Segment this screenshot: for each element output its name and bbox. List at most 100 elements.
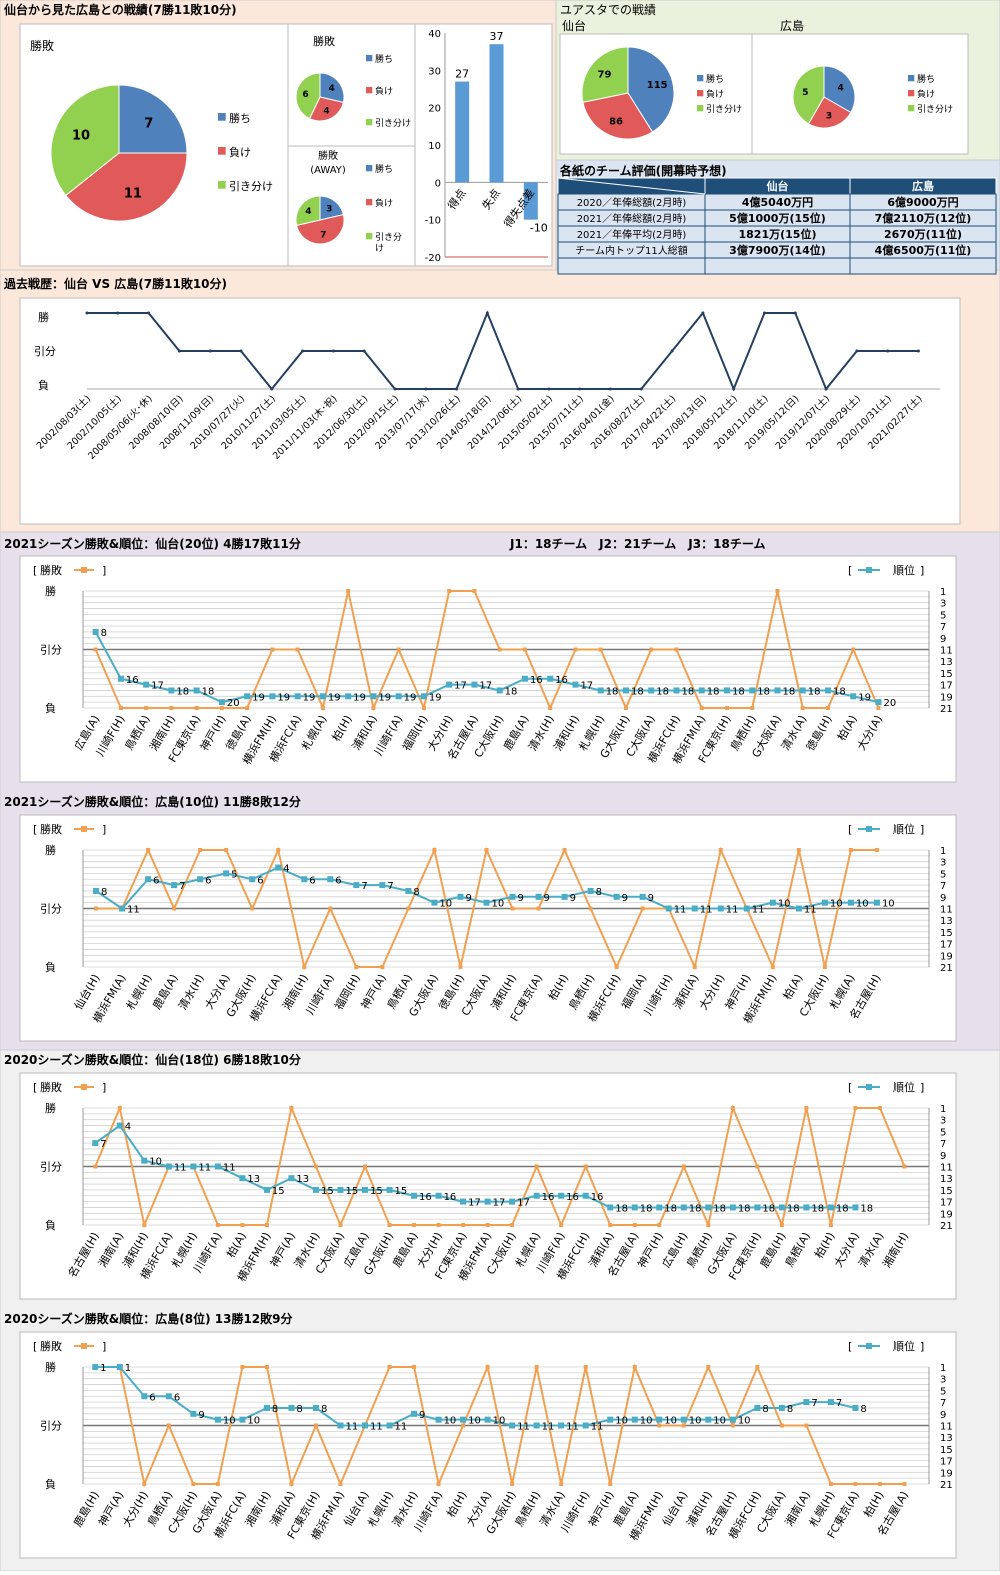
s2020_sendai-rank-tick-19: 19 <box>940 1209 953 1220</box>
s2021_hiroshima-rank-point-15 <box>483 899 490 906</box>
s2021_hiroshima-rank-label-12: 8 <box>413 887 419 898</box>
s2020_hiroshima-result-point-6 <box>240 1365 245 1369</box>
s2021_sendai-result-point-21 <box>623 706 628 710</box>
table-value-0-0: 2020／年俸総額(2月時) <box>577 196 687 209</box>
s2021_hiroshima-rank-point-12 <box>405 887 412 894</box>
s2020_sendai-legend-rank: 順位 <box>893 1080 915 1094</box>
s2021_hiroshima-rank-label-17: 9 <box>544 893 550 904</box>
s2021_sendai-rank-point-12 <box>395 693 402 700</box>
goals-bar-2 <box>523 182 538 220</box>
table-value-0-1: 4億5040万円 <box>742 195 813 209</box>
s2020_hiroshima-rank-label-21: 10 <box>615 1416 628 1427</box>
s2021_hiroshima-rank-tick-19: 19 <box>940 951 953 962</box>
s2020_hiroshima-result-point-18 <box>534 1365 539 1369</box>
s2021_hiroshima-rank-label-26: 10 <box>778 899 791 910</box>
s2021_sendai-result-point-4 <box>194 706 199 710</box>
s2021_hiroshima-result-point-17 <box>536 906 541 911</box>
goals-bar-label-1: 37 <box>490 30 504 43</box>
s2021_sendai-rank-point-19 <box>572 681 579 688</box>
s2020_sendai-result-point-14 <box>436 1223 441 1227</box>
s2020_hiroshima-result-point-15 <box>461 1423 466 1428</box>
s2021_sendai-rank-point-22 <box>648 687 655 694</box>
s2020_hiroshima-rank-label-15: 10 <box>468 1416 481 1427</box>
s2021_hiroshima-rank-label-21: 9 <box>648 893 654 904</box>
s2021_hiroshima-rank-point-9 <box>327 876 334 883</box>
s2020_hiroshima-rank-tick-15: 15 <box>940 1445 953 1456</box>
home-legend-swatch-0 <box>366 55 373 62</box>
s2021_sendai-rank-label-3: 18 <box>176 686 189 697</box>
s2021_sendai-rank-tick-21: 21 <box>940 704 953 715</box>
s2021_hiroshima-result-point-3 <box>172 906 177 911</box>
s2020_sendai-rank-point-24 <box>680 1204 687 1211</box>
s2020_sendai-result-point-10 <box>338 1223 343 1227</box>
s2021_sendai-rank-label-5: 20 <box>227 698 240 709</box>
s2020_sendai-rank-point-20 <box>582 1192 589 1199</box>
s2021_hiroshima-result-point-16 <box>510 906 515 911</box>
s2021_sendai-result-point-22 <box>649 647 654 652</box>
history-point-22 <box>762 311 766 315</box>
yua-sendai-legend-swatch-2 <box>697 105 704 112</box>
s2021_hiroshima-rank-point-20 <box>613 893 620 900</box>
s2020_sendai-rank-point-26 <box>729 1204 736 1211</box>
s2021_hiroshima-legend-result-marker <box>81 826 87 832</box>
goals-ytick-10: 10 <box>428 141 441 152</box>
s2021_sendai-rank-point-5 <box>218 699 225 706</box>
s2021_sendai-rank-label-18: 16 <box>555 675 568 686</box>
away-legend-swatch-1 <box>366 199 373 206</box>
away-slice-1 <box>295 214 345 245</box>
s2021_hiroshima-rank-label-20: 9 <box>622 893 628 904</box>
s2021_sendai-rank-point-17 <box>521 675 528 682</box>
s2020_sendai-rank-label-2: 10 <box>149 1157 162 1168</box>
s2021_sendai-rank-tick-15: 15 <box>940 669 953 680</box>
s2021_sendai-ylabel-lose: 負 <box>45 702 56 715</box>
s2021_hiroshima-rank-label-5: 5 <box>231 869 237 880</box>
yua-sendai-legend-label-2: 引き分け <box>706 104 742 115</box>
s2020_sendai-rank-tick-11: 11 <box>940 1163 953 1174</box>
s2021_hiroshima-rank-label-19: 8 <box>596 887 602 898</box>
s2021_sendai-rank-point-25 <box>723 687 730 694</box>
s2021_hiroshima-result-point-2 <box>146 848 151 852</box>
s2021_hiroshima-rank-label-3: 7 <box>179 881 185 892</box>
s2020_sendai-result-point-1 <box>117 1106 122 1110</box>
s2021_hiroshima-rank-tick-13: 13 <box>940 916 953 927</box>
s2021_sendai-result-point-30 <box>851 647 856 652</box>
s2021_sendai-rank-label-20: 18 <box>606 686 619 697</box>
s2020_sendai-ylabel-win: 勝 <box>45 1101 56 1115</box>
s2021_sendai-result-line <box>94 590 880 712</box>
s2020_sendai-rank-label-31: 18 <box>860 1203 873 1214</box>
s2021_sendai-rank-label-14: 17 <box>454 681 467 692</box>
s2020_sendai-rank-point-29 <box>803 1204 810 1211</box>
total-legend-swatch-0 <box>218 113 226 121</box>
table-value-3-0: チーム内トップ11人総額 <box>575 244 687 257</box>
s2020_hiroshima-ylabel-lose: 負 <box>45 1478 56 1491</box>
s2020_sendai-rank-point-19 <box>558 1192 565 1199</box>
s2020_hiroshima-legend-open-rank: [ <box>848 1340 852 1353</box>
history-point-12 <box>455 387 459 391</box>
home-legend-swatch-2 <box>366 119 373 126</box>
s2020_sendai-rank-point-11 <box>362 1186 368 1193</box>
s2020_hiroshima-rank-tick-3: 3 <box>940 1375 946 1386</box>
s2020_sendai-result-point-12 <box>387 1223 392 1227</box>
history-point-3 <box>177 349 181 353</box>
s2020_hiroshima-rank-point-11 <box>362 1422 368 1429</box>
s2021_hiroshima-rank-tick-9: 9 <box>940 893 946 904</box>
s2021_hiroshima-rank-point-27 <box>795 905 802 912</box>
s2021_sendai-rank-label-9: 19 <box>328 692 341 703</box>
s2020_hiroshima-rank-label-29: 7 <box>811 1398 817 1409</box>
s2020_sendai-result-point-6 <box>240 1223 245 1227</box>
s2021_sendai-rank-point-27 <box>774 687 781 694</box>
s2020_sendai-result-point-30 <box>828 1223 833 1227</box>
s2020_sendai-legend-result: 勝敗 <box>40 1080 62 1094</box>
s2020_sendai-rank-tick-3: 3 <box>940 1116 946 1127</box>
s2021_sendai-rank-tick-5: 5 <box>940 610 946 621</box>
history-point-5 <box>239 349 243 353</box>
s2020_sendai-rank-label-18: 16 <box>542 1192 555 1203</box>
history-title: 過去戦歴：仙台 VS 広島(7勝11敗10分) <box>3 276 227 291</box>
s2020_hiroshima-rank-tick-13: 13 <box>940 1433 953 1444</box>
s2021_hiroshima-result-point-0 <box>94 906 99 911</box>
s2021_sendai-result-point-13 <box>421 706 426 710</box>
s2020_sendai-legend-close-rank: ] <box>920 1081 924 1094</box>
s2020_hiroshima-rank-point-10 <box>337 1422 344 1429</box>
s2020_hiroshima-result-point-17 <box>510 1482 515 1486</box>
s2020_sendai-rank-label-0: 7 <box>100 1139 106 1150</box>
